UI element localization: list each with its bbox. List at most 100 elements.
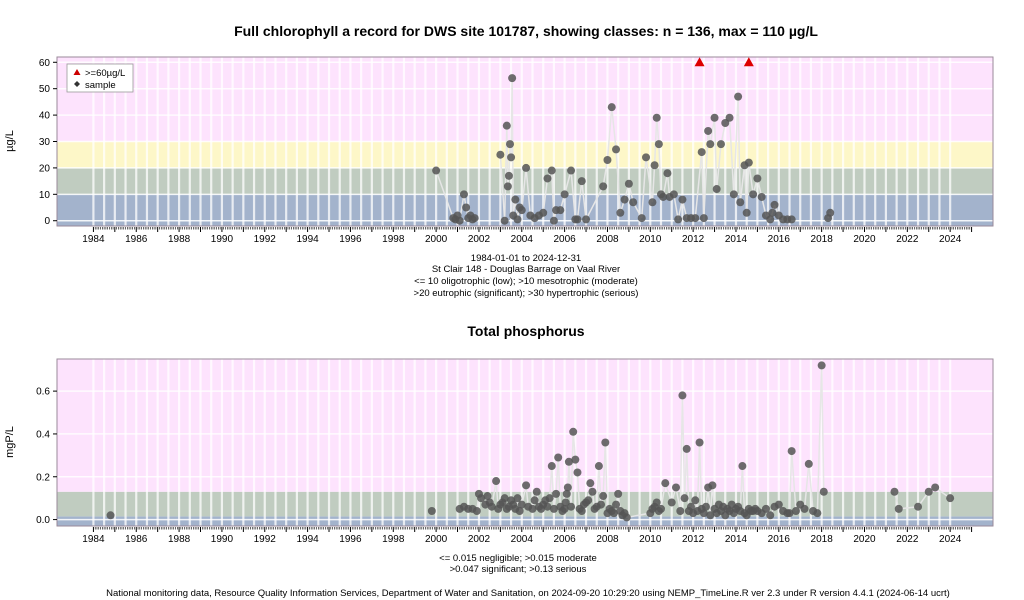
chlorophyll-sample-point (704, 126, 713, 135)
phosphorus-x-tick-label: 2022 (896, 534, 919, 545)
phosphorus-plot-frame (56, 358, 994, 527)
chlorophyll-sample-point (612, 145, 621, 154)
chlorophyll-sample-point (620, 195, 629, 204)
chlorophyll-sample-point (691, 214, 700, 223)
phosphorus-sample-point (562, 489, 571, 498)
chlorophyll-connector-line (435, 170, 454, 219)
phosphorus-sample-point (661, 479, 670, 488)
chlorophyll-sample-point (736, 198, 745, 207)
phosphorus-sample-point (614, 489, 623, 498)
phosphorus-x-tick-label: 1984 (82, 534, 105, 545)
phosphorus-class-band (57, 359, 993, 492)
chlorophyll-connector-line (655, 117, 660, 145)
chlorophyll-class-band (57, 141, 993, 168)
chlorophyll-connector-line (602, 159, 609, 187)
phosphorus-sample-point (800, 504, 809, 513)
phosphorus-connector-line (790, 451, 797, 512)
phosphorus-sample-point (657, 504, 666, 513)
phosphorus-sample-point (588, 487, 597, 496)
chlorophyll-sample-point (522, 163, 531, 172)
chlorophyll-sample-point (766, 215, 775, 224)
phosphorus-y-tick-label: 0.4 (36, 429, 50, 440)
chlorophyll-y-tick-label: 30 (39, 137, 51, 148)
chlorophyll-connector-line (645, 157, 654, 203)
phosphorus-sample-point (106, 511, 115, 520)
chlorophyll-x-tick-label: 2002 (468, 234, 491, 245)
phosphorus-sample-point (652, 498, 661, 507)
chlorophyll-connector-line (570, 170, 577, 220)
phosphorus-connector-line (709, 485, 714, 516)
chlorophyll-sample-point (637, 214, 646, 223)
chlorophyll-connector-line (737, 96, 742, 203)
phosphorus-sample-point (586, 479, 595, 488)
chlorophyll-sample-point (706, 140, 715, 149)
phosphorus-sample-point (569, 427, 578, 436)
chlorophyll-connector-line (610, 107, 617, 150)
chlorophyll-legend: >=60µg/L sample (66, 63, 134, 93)
phosphorus-sample-point (601, 438, 610, 447)
chlorophyll-x-tick-label: 2022 (896, 234, 919, 245)
chlorophyll-sample-point (506, 140, 515, 149)
chlorophyll-sample-point (674, 215, 683, 224)
phosphorus-x-tick-label: 1986 (125, 534, 148, 545)
phosphorus-x-tick-label: 2010 (639, 534, 662, 545)
chlorophyll-sample-point (508, 74, 517, 83)
phosphorus-sample-point (695, 438, 704, 447)
chlorophyll-sample-point (599, 182, 608, 191)
chlorophyll-sample-point (432, 166, 441, 175)
chlorophyll-sample-point (577, 177, 586, 186)
chlorophyll-sample-point (567, 166, 576, 175)
chlorophyll-title: Full chlorophyll a record for DWS site 1… (234, 23, 818, 39)
chlorophyll-x-axis: 1984 1986 1988 1990 1992 1994 1996 1998 2000 2002… (82, 227, 973, 245)
chlorophyll-sample-point (770, 200, 779, 209)
phosphorus-y-axis: 0.0 0.2 0.4 0.6 (36, 387, 57, 526)
chlorophyll-caption-4: >20 eutrophic (significant); >30 hypertr… (414, 288, 639, 299)
chlorophyll-connector-line (728, 117, 735, 195)
phosphorus-connector-line (572, 431, 577, 460)
phosphorus-sample-point (766, 511, 775, 520)
phosphorus-x-tick-label: 2024 (939, 534, 962, 545)
phosphorus-sample-point (561, 498, 570, 507)
phosphorus-x-tick-label: 2000 (425, 534, 448, 545)
chlorophyll-sample-point (663, 169, 672, 178)
phosphorus-connector-line (820, 365, 825, 492)
phosphorus-connector-line (685, 448, 690, 512)
phosphorus-sample-point (549, 504, 558, 513)
phosphorus-sample-point (680, 494, 689, 503)
chlorophyll-connector-line (709, 117, 716, 145)
phosphorus-sample-point (785, 509, 794, 518)
chlorophyll-sample-point (459, 190, 468, 199)
chlorophyll-connector-line (585, 186, 604, 220)
chlorophyll-caption-1: 1984-01-01 to 2024-12-31 (471, 253, 581, 264)
phosphorus-connector-line (660, 483, 667, 509)
phosphorus-connector-line (808, 463, 814, 512)
chlorophyll-sample-point (678, 195, 687, 204)
chlorophyll-connector-line (576, 181, 583, 220)
phosphorus-sample-point (597, 500, 606, 509)
phosphorus-connector-line (788, 451, 793, 514)
phosphorus-sample-point (817, 361, 826, 370)
phosphorus-class-band (57, 516, 993, 520)
phosphorus-x-tick-label: 1996 (339, 534, 362, 545)
phosphorus-sample-point (567, 502, 576, 511)
phosphorus-sample-point (487, 502, 496, 511)
chlorophyll-sample-point (616, 208, 625, 217)
chlorophyll-sample-point (549, 216, 558, 225)
phosphorus-sample-point (667, 498, 676, 507)
chlorophyll-sample-point (582, 215, 591, 224)
phosphorus-sample-point (682, 444, 691, 453)
chlorophyll-sample-point (787, 215, 796, 224)
chlorophyll-sample-point (517, 206, 526, 215)
chlorophyll-sample-point (455, 216, 464, 225)
chlorophyll-y-tick-label: 20 (39, 163, 51, 174)
phosphorus-connector-line (679, 395, 684, 512)
phosphorus-connector-line (698, 442, 703, 509)
phosphorus-sample-point (483, 492, 492, 501)
chlorophyll-x-tick-label: 1994 (296, 234, 319, 245)
chlorophyll-sample-point (654, 140, 663, 149)
phosphorus-sample-point (573, 468, 582, 477)
chlorophyll-x-tick-label: 2004 (511, 234, 534, 245)
phosphorus-sample-point (472, 507, 481, 516)
chlorophyll-over-threshold-marker (743, 57, 754, 67)
phosphorus-sample-point (563, 483, 572, 492)
